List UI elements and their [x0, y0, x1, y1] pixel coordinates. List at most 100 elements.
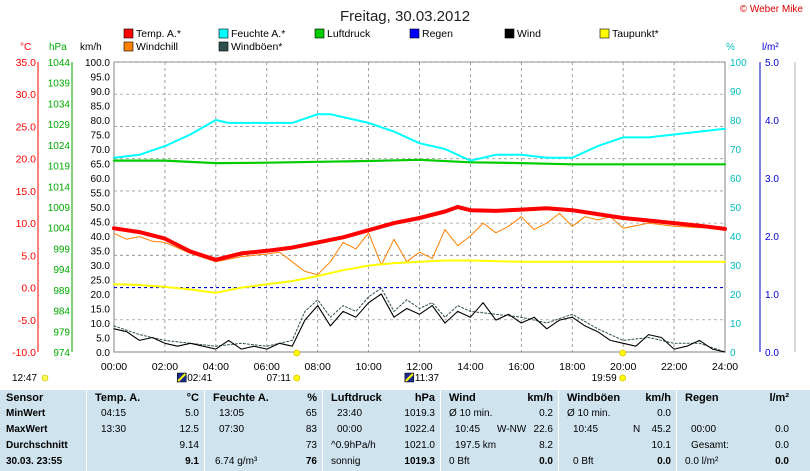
wind-tick: 25.0 — [91, 276, 111, 287]
wind-run: 197.5 km — [455, 440, 497, 451]
chart-series — [112, 113, 727, 353]
legend-swatch — [314, 28, 325, 39]
wind-tick: 70.0 — [91, 145, 111, 156]
legend-label: Feuchte A.* — [231, 28, 285, 40]
pressure-tick: 1009 — [48, 203, 71, 214]
temp-min-time: 04:15 — [101, 408, 127, 419]
temp-avg: 9.14 — [179, 440, 199, 451]
series-line-windchill — [113, 212, 726, 276]
humidity-min: 65 — [305, 408, 317, 419]
sun-icon — [293, 374, 301, 382]
humidity-max: 83 — [305, 424, 317, 435]
wind-tick: 55.0 — [91, 189, 111, 200]
legend-swatch — [504, 28, 515, 39]
rain-max: 0.0 — [775, 424, 789, 435]
wind-unit: km/h — [80, 42, 102, 53]
x-tick: 14:00 — [457, 361, 483, 373]
rain-tick: 3.0 — [765, 174, 779, 185]
wind-tick: 90.0 — [91, 87, 111, 98]
legend-label: Windböen* — [231, 41, 282, 53]
chart-legend: Temp. A.* Feuchte A.* Luftdruck Regen Wind Ta… — [123, 28, 659, 53]
wind-tick: 95.0 — [91, 73, 111, 84]
stats-gust-column: Windböen km/h Ø 10 min. 0.0 10:45 N 45.2 10.… — [558, 390, 677, 471]
rain-tick: 4.0 — [765, 116, 779, 127]
sun-time: 07:11 — [266, 373, 291, 384]
x-tick: 12:00 — [406, 361, 432, 373]
weather-chart: Freitag, 30.03.2012 © Weber Mike °C hPa … — [12, 4, 804, 384]
forecast-text: sonnig — [331, 456, 361, 467]
legend-label: Wind — [517, 28, 541, 40]
rain-total: 0.0 — [775, 440, 789, 451]
wind-tick: 0.0 — [96, 348, 110, 359]
pressure-tick: 1024 — [48, 141, 71, 152]
rain-max-time: 00:00 — [691, 424, 717, 435]
sun-marker — [293, 349, 301, 357]
pressure-tick: 1019 — [48, 162, 71, 173]
humidity-tick: 70 — [730, 145, 742, 156]
chart-title: Freitag, 30.03.2012 — [340, 8, 470, 25]
temp-tick: 30.0 — [16, 89, 37, 101]
x-tick: 22:00 — [661, 361, 687, 373]
stats-sensor-column: Sensor MinWert MaxWert Durchschnitt 30.0… — [0, 390, 86, 471]
wind-tick: 10.0 — [91, 319, 111, 330]
gust-title: Windböen — [567, 392, 621, 404]
temp-min: 5.0 — [185, 408, 199, 419]
temp-tick: 0.0 — [21, 283, 36, 295]
wind-avg10-label: Ø 10 min. — [449, 408, 493, 419]
humidity-tick: 100 — [730, 58, 747, 69]
humidity-tick: 40 — [730, 232, 742, 243]
gust-max: 45.2 — [651, 424, 671, 435]
pressure-trend: ^0.9hPa/h — [331, 440, 376, 451]
temp-tick: 15.0 — [16, 186, 37, 198]
sensor-header: Sensor — [6, 392, 44, 404]
legend-swatch — [218, 28, 229, 39]
temp-unit-label: °C — [186, 392, 199, 404]
rain-tick: 2.0 — [765, 232, 779, 243]
temp-tick: -5.0 — [18, 315, 36, 327]
gust-max-time: 10:45 — [573, 424, 599, 435]
series-line-feuchte-a — [113, 113, 726, 162]
pressure-tick: 974 — [53, 348, 70, 359]
legend-swatch — [599, 28, 610, 39]
temp-unit: °C — [20, 42, 31, 53]
pressure-unit-label: hPa — [414, 392, 435, 404]
x-tick: 16:00 — [508, 361, 534, 373]
x-tick: 18:00 — [559, 361, 585, 373]
humidity-tick: 0 — [730, 348, 736, 359]
sun-icon — [619, 374, 627, 382]
gust-current: 0.0 — [657, 456, 671, 467]
absolute-humidity: 6.74 g/m³ — [215, 456, 258, 467]
legend-swatch — [218, 41, 229, 52]
pressure-tick: 1029 — [48, 120, 71, 131]
x-tick: 10:00 — [355, 361, 381, 373]
series-line-taupunkt — [113, 259, 726, 294]
gust-avg10-label: Ø 10 min. — [567, 408, 611, 419]
humidity-tick: 60 — [730, 174, 742, 185]
pressure-min: 1019.3 — [404, 408, 435, 419]
wind-tick: 50.0 — [91, 203, 111, 214]
chart-axes: 35.0 30.0 25.0 20.0 15.0 10.0 5.0 0.0 -5.0 -10.0 1… — [12, 57, 796, 373]
stats-rain-column: Regen l/m² 00:00 0.0 Gesamt: 0.0 0.0 l/m² 0.… — [676, 390, 795, 471]
temp-max: 12.5 — [179, 424, 199, 435]
wind-tick: 60.0 — [91, 174, 111, 185]
wind-tick: 85.0 — [91, 102, 111, 113]
wind-avg10: 0.2 — [539, 408, 553, 419]
humidity-unit: % — [726, 42, 735, 53]
wind-tick: 35.0 — [91, 247, 111, 258]
wind-tick: 20.0 — [91, 290, 111, 301]
humidity-min-time: 13:05 — [219, 408, 245, 419]
humidity-tick: 80 — [730, 116, 742, 127]
x-tick: 02:00 — [152, 361, 178, 373]
humidity-title: Feuchte A. — [213, 392, 269, 404]
copyright-text: © Weber Mike — [740, 4, 804, 15]
moon-phase-mark — [405, 373, 414, 382]
pressure-tick: 979 — [53, 327, 70, 338]
humidity-unit-label: % — [307, 392, 317, 404]
maxwert-label: MaxWert — [6, 424, 48, 435]
gust-avg10: 0.0 — [657, 408, 671, 419]
legend-swatch — [409, 28, 420, 39]
stats-pressure-column: Luftdruck hPa 23:40 1019.3 00:00 1022.4 ^0.… — [322, 390, 441, 471]
stats-humidity-column: Feuchte A.% 13:05 65 07:30 83 73 6.74 g/m³… — [204, 390, 323, 471]
legend-swatch — [123, 41, 134, 52]
rain-unit-label: l/m² — [769, 392, 789, 404]
